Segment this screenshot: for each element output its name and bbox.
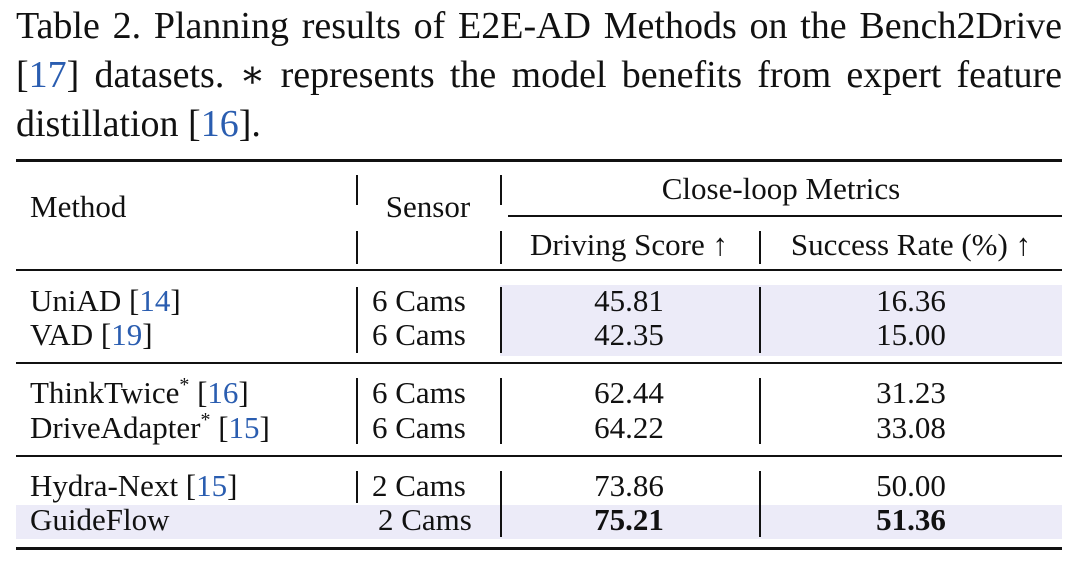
column-divider [759, 378, 761, 444]
ds-driveadapter: 64.22 [594, 410, 664, 445]
header-driving-score: Driving Score ↑ [529, 227, 729, 262]
table-caption: Table 2. Planning results of E2E-AD Meth… [16, 5, 1062, 145]
sr-guideflow: 51.36 [876, 502, 946, 537]
column-divider [356, 287, 358, 353]
shade-group-1 [500, 285, 1062, 356]
sr-hydra-next: 50.00 [876, 468, 946, 503]
header-success-rate: Success Rate (%) ↑ [790, 227, 1032, 262]
column-divider [759, 471, 761, 537]
citation-link[interactable]: 15 [196, 468, 228, 503]
citation-link[interactable]: 16 [200, 103, 239, 145]
ds-hydra-next: 73.86 [594, 468, 664, 503]
header-cmidrule [508, 215, 1062, 217]
column-divider [356, 378, 358, 444]
method-guideflow: GuideFlow [30, 502, 170, 537]
header-divider [356, 175, 358, 205]
ds-guideflow: 75.21 [594, 502, 664, 537]
header-close-loop: Close-loop Metrics [661, 171, 901, 206]
citation-link[interactable]: 17 [28, 54, 67, 96]
citation-link[interactable]: 16 [207, 375, 239, 410]
header-divider [759, 231, 761, 264]
group-rule [16, 362, 1062, 364]
header-divider [500, 231, 502, 264]
table-bottom-rule [16, 547, 1062, 550]
method-thinktwice: ThinkTwice* [16] [30, 374, 249, 410]
table-top-rule [16, 159, 1062, 162]
shade-guideflow [16, 505, 1062, 539]
header-bottom-rule [16, 269, 1062, 271]
method-hydra-next: Hydra-Next [15] [30, 468, 238, 503]
column-divider [500, 471, 502, 537]
sensor-driveadapter: 6 Cams [372, 410, 466, 445]
header-divider [356, 231, 358, 264]
method-vad: VAD [19] [30, 317, 153, 352]
citation-link[interactable]: 15 [228, 410, 260, 445]
sr-thinktwice: 31.23 [876, 375, 946, 410]
citation-link[interactable]: 19 [111, 317, 143, 352]
sr-driveadapter: 33.08 [876, 410, 946, 445]
group-rule [16, 455, 1062, 457]
column-divider [500, 378, 502, 444]
column-divider [759, 287, 761, 353]
header-divider [500, 175, 502, 205]
sr-uniad: 16.36 [876, 283, 946, 318]
sensor-guideflow: 2 Cams [378, 502, 472, 537]
method-uniad: UniAD [14] [30, 283, 181, 318]
ds-thinktwice: 62.44 [594, 375, 664, 410]
header-method: Method [30, 189, 127, 224]
header-sensor: Sensor [385, 189, 471, 224]
sensor-hydra-next: 2 Cams [372, 468, 466, 503]
citation-link[interactable]: 14 [139, 283, 171, 318]
sensor-thinktwice: 6 Cams [372, 375, 466, 410]
ds-vad: 42.35 [594, 317, 664, 352]
column-divider [500, 287, 502, 353]
sensor-uniad: 6 Cams [372, 283, 466, 318]
sensor-vad: 6 Cams [372, 317, 466, 352]
method-driveadapter: DriveAdapter* [15] [30, 409, 270, 445]
ds-uniad: 45.81 [594, 283, 664, 318]
sr-vad: 15.00 [876, 317, 946, 352]
column-divider [356, 471, 358, 503]
